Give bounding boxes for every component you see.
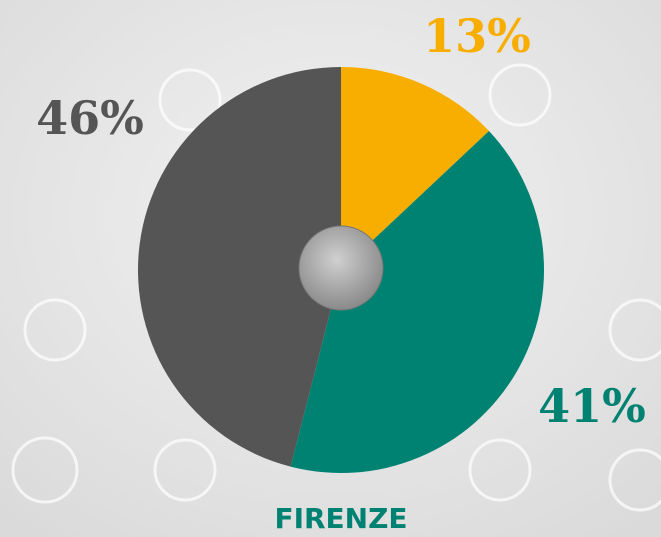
value-label: 41% <box>538 379 646 433</box>
background-holes <box>11 63 661 512</box>
value-label: 46% <box>36 91 144 145</box>
pie-slice <box>290 131 544 474</box>
chart-title: FIRENZE <box>274 502 407 535</box>
pie-slice <box>138 67 341 467</box>
value-label: 13% <box>423 9 531 63</box>
center-coin <box>298 225 384 311</box>
pie-slice <box>341 67 489 270</box>
pie <box>138 67 544 474</box>
